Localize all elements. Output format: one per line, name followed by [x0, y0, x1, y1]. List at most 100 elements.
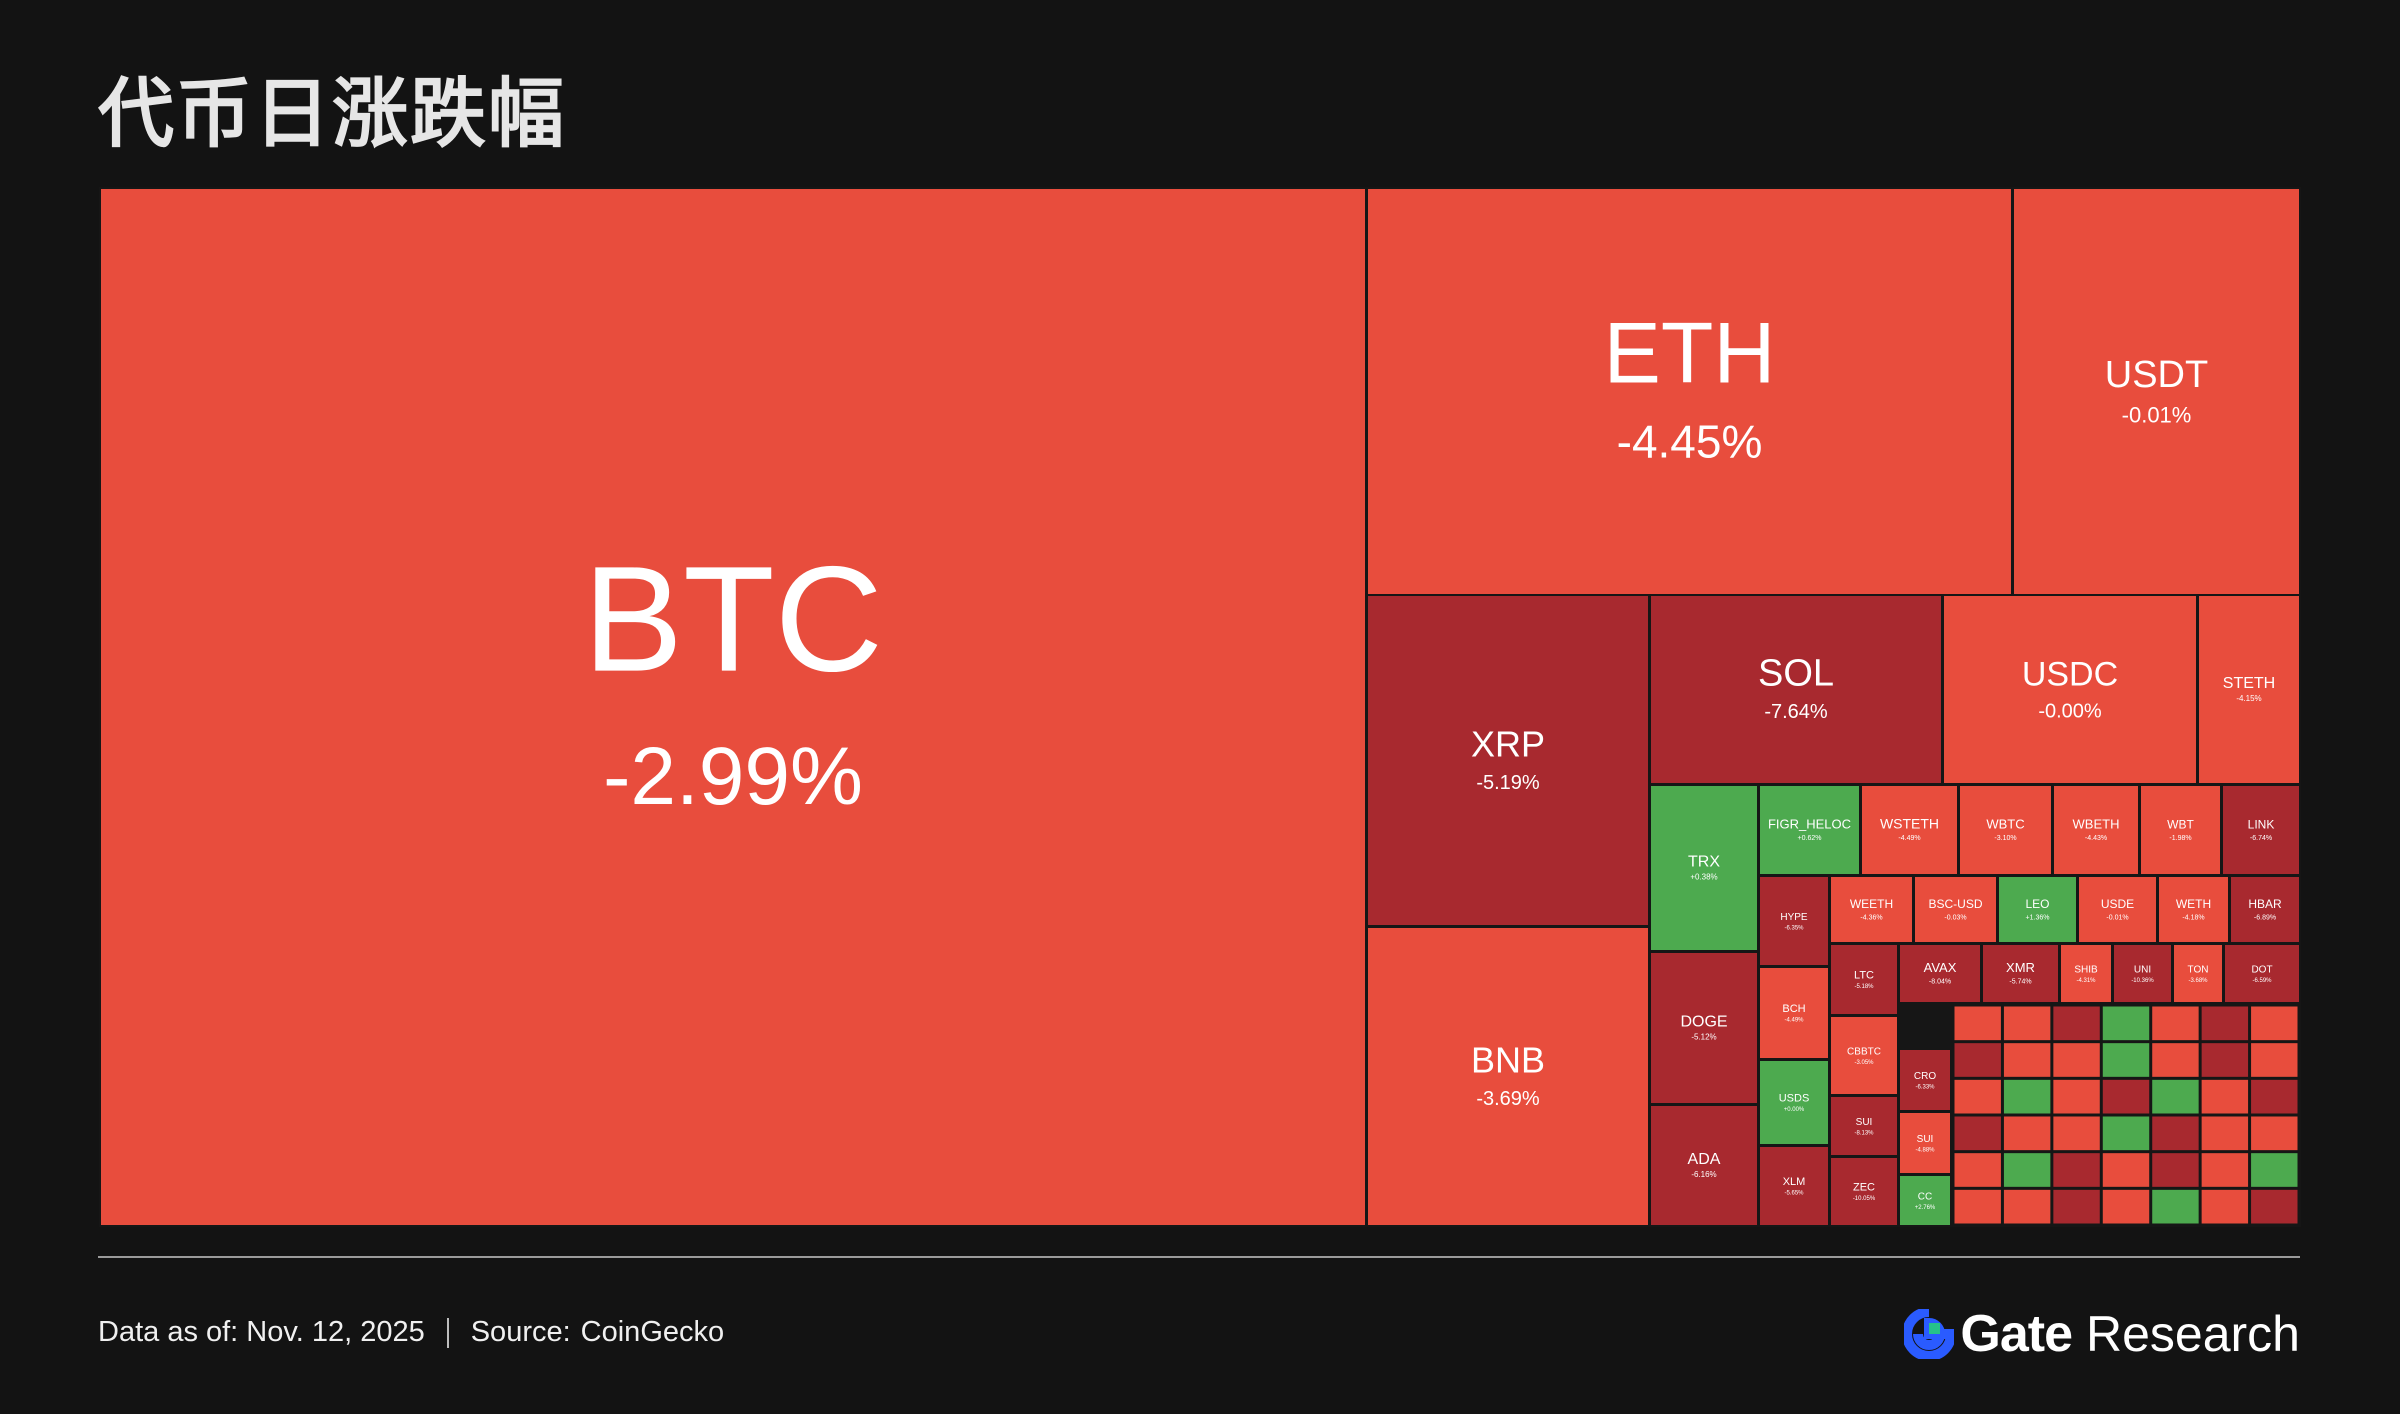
tile-rect [1900, 1113, 1950, 1173]
source-label: Source: [470, 1316, 571, 1348]
treemap-minor-tile [2251, 1043, 2298, 1077]
treemap-tile-doge: DOGE -5.12% [1651, 953, 1757, 1103]
tile-rect [1368, 189, 2011, 594]
tile-change: -4.36% [1860, 914, 1882, 921]
tile-rect [2231, 877, 2299, 942]
tile-change: -6.74% [2250, 835, 2272, 842]
tile-label: ZEC [1853, 1181, 1875, 1193]
tile-label: SOL [1758, 653, 1834, 695]
tile-rect [2225, 945, 2299, 1002]
treemap-tile-sui: SUI -4.88% [1900, 1113, 1950, 1173]
tile-label: LTC [1854, 969, 1874, 981]
tile-rect [1368, 928, 1648, 1225]
treemap-tile-link: LINK -6.74% [2223, 786, 2299, 874]
treemap-tile-zec: ZEC -10.05% [1831, 1158, 1897, 1225]
gate-logo-icon [1904, 1309, 1955, 1359]
tile-label: TON [2188, 964, 2209, 975]
treemap-tile-uni: UNI -10.36% [2114, 945, 2171, 1002]
treemap-tile-xrp: XRP -5.19% [1368, 596, 1648, 925]
tile-rect [2061, 945, 2111, 1002]
treemap-minor-tile [2152, 1006, 2199, 1041]
treemap-minor-tile [2053, 1189, 2100, 1224]
tile-label: USDT [2105, 354, 2208, 396]
tile-change: +0.38% [1690, 873, 1717, 882]
treemap-tile-wbeth: WBETH -4.43% [2054, 786, 2138, 874]
treemap-minor-tile [1954, 1153, 2001, 1187]
tile-change: -4.49% [1784, 1018, 1804, 1024]
treemap-tile-weth: WETH -4.18% [2159, 877, 2228, 942]
treemap-minor-tile [2152, 1043, 2199, 1077]
treemap-tile-dot: DOT -6.59% [2225, 945, 2299, 1002]
tile-label: TRX [1688, 853, 1720, 870]
treemap-minor-tile [2053, 1153, 2100, 1187]
treemap-minor-tile [2152, 1079, 2199, 1114]
treemap-minor-tile [2251, 1116, 2298, 1151]
tile-label: CBBTC [1847, 1046, 1881, 1057]
tile-label: XMR [2006, 960, 2035, 975]
page-title: 代币日涨跌幅 [98, 69, 566, 158]
tile-change: +1.36% [2026, 914, 2050, 921]
tile-change: -7.64% [1764, 701, 1828, 723]
tile-rect [2141, 786, 2220, 874]
tile-rect [1760, 1147, 1828, 1225]
treemap-minor-tile [2003, 1043, 2051, 1077]
treemap-minor-tile [2152, 1189, 2199, 1224]
tile-change: -3.10% [1994, 835, 2016, 842]
treemap-tile-usds: USDS +0.00% [1760, 1061, 1828, 1144]
treemap-tile-cbbtc: CBBTC -3.05% [1831, 1017, 1897, 1094]
tile-rect [2199, 596, 2299, 783]
tile-label: DOT [2251, 964, 2272, 975]
tile-label: HBAR [2248, 897, 2282, 911]
tile-label: WBTC [1986, 817, 2024, 832]
treemap-minor-tile [2201, 1116, 2249, 1151]
treemap-minor-tile [2003, 1153, 2051, 1187]
treemap-tile-trx: TRX +0.38% [1651, 786, 1757, 950]
treemap-minor-tile [1954, 1043, 2001, 1077]
treemap-minor-tile [1954, 1006, 2001, 1041]
tile-label: BCH [1782, 1003, 1805, 1015]
tile-change: -2.99% [603, 731, 863, 822]
tile-change: -0.00% [2038, 701, 2102, 723]
tile-change: -4.43% [2085, 835, 2107, 842]
treemap-tile-wbt: WBT -1.98% [2141, 786, 2220, 874]
tile-change: -3.05% [1854, 1060, 1874, 1066]
treemap-minor-tile [2201, 1189, 2249, 1224]
brand-suffix: Research [2086, 1306, 2300, 1362]
treemap-minor-tile [2102, 1153, 2150, 1187]
tile-rect [2014, 189, 2299, 594]
treemap-tile-bnb: BNB -3.69% [1368, 928, 1648, 1225]
treemap-tile-hype: HYPE -6.35% [1760, 877, 1828, 965]
treemap-minor-tile [2201, 1079, 2249, 1114]
treemap-minor-tile [2003, 1116, 2051, 1151]
tile-change: -3.68% [2188, 978, 2208, 984]
treemap-minor-tile [2053, 1116, 2100, 1151]
treemap-tile-wsteth: WSTETH -4.49% [1862, 786, 1957, 874]
tile-label: CC [1918, 1191, 1932, 1202]
tile-rect [1944, 596, 2196, 783]
tile-change: -10.05% [1853, 1196, 1876, 1202]
treemap-tile-xmr: XMR -5.74% [1983, 945, 2058, 1002]
treemap-tile-cro: CRO -6.33% [1900, 1050, 1950, 1110]
tile-label: CRO [1914, 1071, 1936, 1082]
tile-rect [1999, 877, 2076, 942]
treemap-tile-sui: SUI -8.13% [1831, 1097, 1897, 1155]
tile-change: -4.88% [1915, 1147, 1935, 1153]
tile-label: USDC [2022, 656, 2118, 694]
treemap-minor-tile [2053, 1043, 2100, 1077]
treemap-minor-tile [2152, 1153, 2199, 1187]
tile-change: -5.74% [2009, 979, 2031, 986]
treemap-tile-cc: CC +2.76% [1900, 1176, 1950, 1225]
tile-change: -6.35% [1784, 925, 1804, 931]
tile-rect [1900, 1050, 1950, 1110]
tile-change: -6.89% [2254, 914, 2276, 921]
tile-change: -10.36% [2131, 978, 2154, 984]
tile-rect [2054, 786, 2138, 874]
source-value: CoinGecko [580, 1316, 725, 1348]
tile-rect [2079, 877, 2156, 942]
tile-change: -0.01% [2122, 403, 2192, 428]
tile-rect [1651, 596, 1941, 783]
treemap-minor-tile [2003, 1006, 2051, 1041]
tile-label: STETH [2223, 675, 2275, 692]
tile-change: -5.65% [1784, 1191, 1804, 1197]
tile-rect [1900, 945, 1980, 1002]
